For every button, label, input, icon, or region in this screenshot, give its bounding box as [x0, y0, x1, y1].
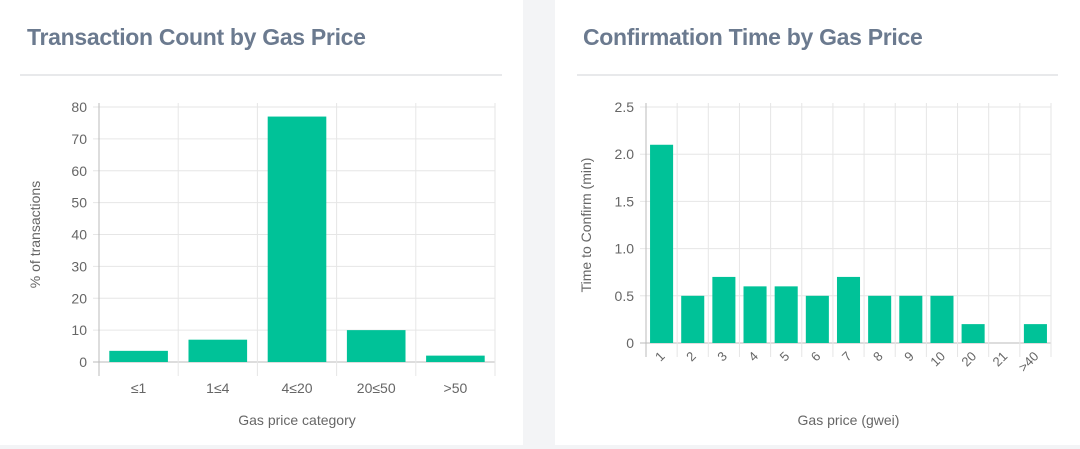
bar	[681, 295, 705, 343]
x-tick-label: 20≤50	[357, 380, 396, 396]
x-tick-label: >50	[444, 380, 468, 396]
y-tick-label: 10	[71, 322, 87, 338]
x-tick-label: 8	[870, 349, 886, 365]
bar	[805, 295, 829, 343]
x-tick-label: 4	[745, 349, 761, 365]
bar	[426, 355, 485, 362]
y-tick-label: 1.5	[615, 193, 635, 209]
x-tick-label: 10	[927, 349, 948, 370]
chart-title: Transaction Count by Gas Price	[27, 24, 366, 50]
bar	[267, 116, 327, 362]
x-tick-label: 2	[683, 349, 699, 365]
x-tick-label: 20	[958, 349, 979, 370]
x-tick-label: 9	[901, 349, 917, 365]
bar	[650, 144, 674, 343]
x-axis-label: Gas price category	[238, 412, 356, 428]
y-tick-label: 0	[79, 354, 87, 370]
x-tick-label: 4≤20	[281, 380, 312, 396]
x-tick-label: 3	[714, 349, 730, 365]
bar	[346, 330, 406, 362]
confirmation-time-card: Confirmation Time by Gas Price 0 0.5 1.0 1.…	[555, 0, 1080, 445]
divider	[577, 74, 1058, 76]
x-tick-label: ≤1	[131, 380, 147, 396]
bar	[774, 286, 798, 343]
bar	[109, 350, 168, 362]
x-tick-label: 7	[839, 349, 855, 365]
y-tick-label: 2.5	[615, 99, 635, 115]
bar	[743, 286, 767, 343]
y-axis-label: Time to Confirm (min)	[578, 158, 594, 293]
y-tick-label: 1.0	[615, 241, 635, 257]
y-tick-label: 80	[71, 99, 87, 115]
transaction-count-card: Transaction Count by Gas Price 0 10 20 30 40…	[0, 0, 523, 445]
y-tick-label: 0.5	[615, 288, 635, 304]
y-tick-label: 50	[71, 195, 87, 211]
x-tick-label: 21	[990, 349, 1011, 370]
transaction-count-chart: 0 10 20 30 40 50 60 70 80 ≤1 1≤4 4≤20 20≤50 >50 Gas pr…	[27, 99, 496, 428]
y-tick-label: 2.0	[615, 146, 635, 162]
bar	[712, 276, 736, 343]
bar	[1023, 324, 1047, 343]
bar	[836, 276, 861, 343]
bar	[961, 324, 985, 343]
bar	[930, 295, 954, 343]
x-tick-label: 1≤4	[206, 380, 229, 396]
x-tick-label: 6	[808, 349, 824, 365]
x-tick-label: >40	[1015, 349, 1041, 375]
y-tick-label: 30	[71, 258, 87, 274]
bar	[899, 295, 923, 343]
chart-title: Confirmation Time by Gas Price	[583, 24, 923, 50]
x-tick-label: 5	[777, 349, 793, 365]
y-tick-label: 60	[71, 163, 87, 179]
x-axis-label: Gas price (gwei)	[798, 412, 900, 428]
y-axis-label: % of transactions	[27, 181, 43, 288]
y-tick-label: 20	[71, 290, 87, 306]
y-tick-label: 70	[71, 131, 87, 147]
divider	[20, 74, 502, 76]
x-tick-label: 1	[652, 349, 668, 365]
bar	[868, 295, 892, 343]
y-tick-label: 40	[71, 227, 87, 243]
confirmation-time-chart: 0 0.5 1.0 1.5 2.0 2.5 1 2 3 4 5 6 7 8 9 10 20 21 >40 Gas pr…	[578, 99, 1052, 428]
y-tick-label: 0	[626, 335, 634, 351]
bar	[188, 339, 248, 362]
